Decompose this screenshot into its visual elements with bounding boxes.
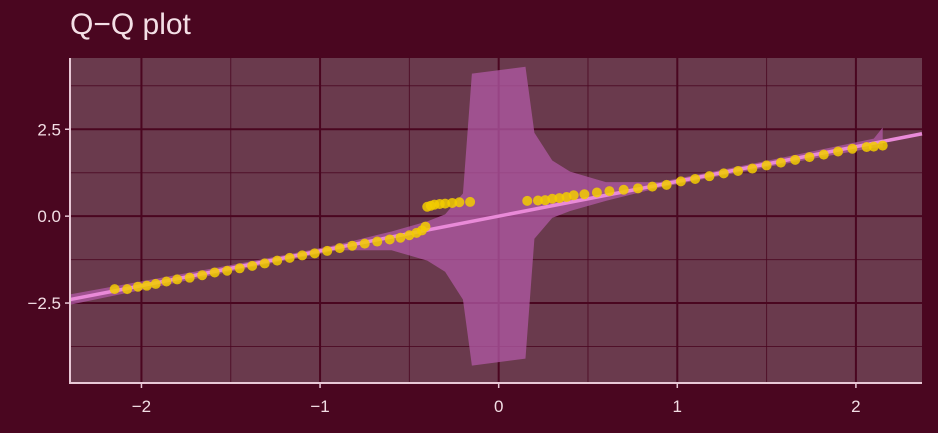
data-point xyxy=(661,179,672,190)
data-point xyxy=(222,265,233,276)
data-point xyxy=(109,284,120,295)
data-point xyxy=(272,255,283,266)
data-point xyxy=(877,140,888,151)
data-point xyxy=(172,274,183,285)
data-point xyxy=(384,234,395,245)
data-point xyxy=(690,173,701,184)
y-tick-label: −2.5 xyxy=(27,294,61,313)
data-point xyxy=(818,149,829,160)
chart-title: Q−Q plot xyxy=(70,8,191,41)
x-tick-label: −2 xyxy=(132,397,151,416)
data-point xyxy=(322,245,333,256)
x-tick-label: −1 xyxy=(310,397,329,416)
data-point xyxy=(209,267,220,278)
data-point xyxy=(141,280,152,291)
data-point xyxy=(833,146,844,157)
data-point xyxy=(465,196,476,207)
y-tick-label: 0.0 xyxy=(37,207,61,226)
data-point xyxy=(122,284,133,295)
data-point xyxy=(675,176,686,187)
confidence-band xyxy=(70,66,883,366)
data-point xyxy=(197,270,208,281)
x-tick-label: 0 xyxy=(494,397,503,416)
data-point xyxy=(861,141,872,152)
data-point xyxy=(372,236,383,247)
data-point xyxy=(604,186,615,197)
data-point xyxy=(247,260,258,271)
data-point xyxy=(347,240,358,251)
data-point xyxy=(532,195,543,206)
data-point xyxy=(761,160,772,171)
data-point xyxy=(718,168,729,179)
data-point xyxy=(309,248,320,259)
data-point xyxy=(704,171,715,182)
data-point xyxy=(454,197,465,208)
data-point xyxy=(747,163,758,174)
data-point xyxy=(161,276,172,287)
data-point xyxy=(790,154,801,165)
data-point xyxy=(522,195,533,206)
data-point xyxy=(568,190,579,201)
data-point xyxy=(633,183,643,194)
data-point xyxy=(284,252,295,263)
data-point xyxy=(334,243,345,254)
data-point xyxy=(132,281,143,292)
data-point xyxy=(420,221,431,232)
data-point xyxy=(579,189,590,200)
data-point xyxy=(847,143,858,154)
data-point xyxy=(868,141,879,152)
x-tick-label: 2 xyxy=(851,397,860,416)
data-point xyxy=(184,272,195,283)
data-point xyxy=(359,238,370,249)
data-point xyxy=(150,278,161,289)
x-tick-label: 1 xyxy=(673,397,682,416)
data-point xyxy=(733,165,744,176)
data-point xyxy=(591,187,602,198)
data-point xyxy=(647,181,658,192)
data-point xyxy=(297,250,308,261)
data-point xyxy=(775,157,786,168)
data-point xyxy=(804,152,815,163)
data-point xyxy=(618,184,629,195)
data-point xyxy=(395,232,406,243)
y-tick-label: 2.5 xyxy=(37,120,61,139)
data-point xyxy=(234,263,245,274)
data-point xyxy=(259,258,270,269)
